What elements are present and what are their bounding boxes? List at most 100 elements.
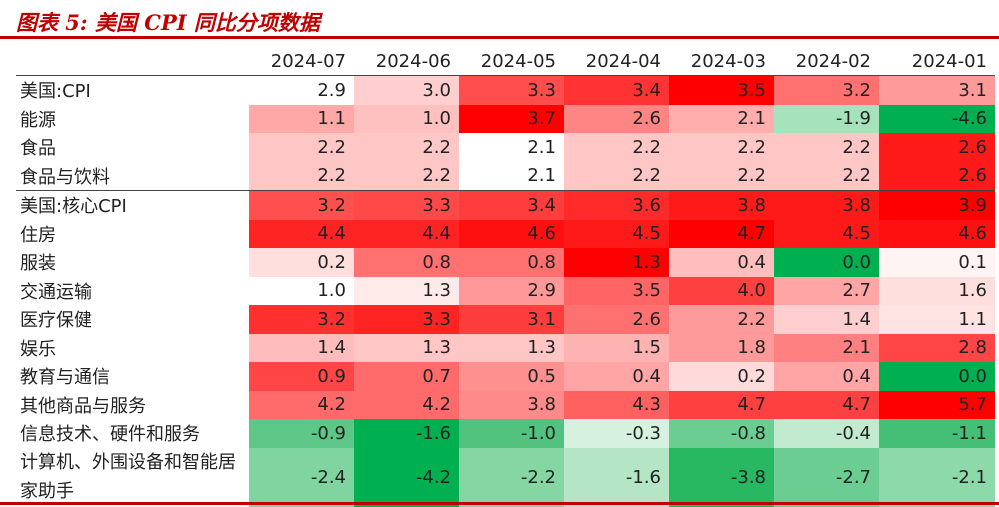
value-cell: -1.0 [459, 419, 564, 448]
value-cell: 2.2 [354, 133, 459, 162]
value-cell: 2.2 [249, 161, 354, 191]
value-cell: 4.5 [774, 219, 879, 248]
value-cell: 2.2 [669, 161, 774, 191]
value-cell: 2.8 [879, 333, 995, 362]
cpi-table: 2024-07 2024-06 2024-05 2024-04 2024-03 … [16, 47, 995, 507]
header-row: 2024-07 2024-06 2024-05 2024-04 2024-03 … [16, 47, 995, 76]
row-label: 医疗保健 [20, 310, 92, 332]
table-row: 食品 2.2 2.2 2.1 2.2 2.2 2.2 2.6 [16, 133, 995, 162]
value-cell: 4.4 [354, 219, 459, 248]
row-label: 食品与饮料 [16, 161, 249, 191]
column-header: 2024-01 [879, 47, 995, 76]
value-cell: 0.4 [774, 362, 879, 391]
value-cell: 3.2 [249, 190, 354, 220]
value-cell: -0.3 [564, 419, 669, 448]
row-label: 教育与通信 [20, 367, 110, 389]
value-cell: 2.9 [459, 276, 564, 305]
row-label: 计算机、外围设备和智能居家助手 [20, 452, 236, 502]
value-cell: 0.8 [354, 248, 459, 277]
value-cell: 1.0 [249, 276, 354, 305]
value-cell: 0.2 [669, 362, 774, 391]
row-label: 信息技术、硬件和服务 [20, 424, 200, 446]
value-cell: 2.2 [249, 133, 354, 162]
value-cell: 2.6 [564, 104, 669, 133]
value-cell: 1.4 [774, 305, 879, 334]
value-cell: 4.6 [879, 219, 995, 248]
title-bar: 图表 5: 美国 CPI 同比分项数据 [0, 0, 999, 36]
column-header: 2024-06 [354, 47, 459, 76]
value-cell: 4.6 [459, 219, 564, 248]
value-cell: 3.7 [459, 104, 564, 133]
table-row: 计算机、外围设备和智能居家助手 -2.4 -4.2 -2.2 -1.6 -3.8 -2.7-… [16, 447, 995, 507]
value-cell: 2.6 [879, 161, 995, 191]
value-cell: 2.9 [249, 75, 354, 105]
value-cell: 0.0 [879, 362, 995, 391]
value-cell: 4.3 [564, 390, 669, 419]
row-label: 食品 [20, 138, 56, 160]
value-cell: 1.4 [249, 333, 354, 362]
value-cell: 4.5 [564, 219, 669, 248]
value-cell: -4.2 [354, 447, 459, 507]
value-cell: 2.1 [459, 161, 564, 191]
value-cell: 4.2 [354, 390, 459, 419]
table-row: 交通运输 1.0 1.3 2.9 3.5 4.0 2.7 1.6 [16, 276, 995, 305]
table-row: 美国:CPI 2.9 3.0 3.3 3.4 3.5 3.2 3.1 [16, 75, 995, 105]
value-cell: 0.7 [354, 362, 459, 391]
value-cell: 4.2 [249, 390, 354, 419]
value-cell: 2.2 [669, 305, 774, 334]
value-cell: 3.1 [459, 305, 564, 334]
value-cell: 3.8 [774, 190, 879, 220]
table-row: 医疗保健 3.2 3.3 3.1 2.6 2.2 1.4 1.1 [16, 305, 995, 334]
value-cell: -0.9 [249, 419, 354, 448]
value-cell: -3.8 [669, 447, 774, 507]
row-label: 交通运输 [20, 281, 92, 303]
value-cell: 0.4 [669, 248, 774, 277]
value-cell: -2.4 [249, 447, 354, 507]
value-cell: 1.1 [249, 104, 354, 133]
value-cell: 3.1 [879, 75, 995, 105]
value-cell: 0.0 [774, 248, 879, 277]
value-cell: 3.0 [354, 75, 459, 105]
value-cell: 2.1 [774, 333, 879, 362]
value-cell: 1.3 [564, 248, 669, 277]
column-header: 2024-02 [774, 47, 879, 76]
value-cell: 2.2 [774, 161, 879, 191]
value-cell: 4.7 [774, 390, 879, 419]
table-row: 服装 0.2 0.8 0.8 1.3 0.4 0.0 0.1 [16, 248, 995, 277]
value-cell: 2.6 [564, 305, 669, 334]
value-cell: 3.8 [459, 390, 564, 419]
value-cell: 1.1 [879, 305, 995, 334]
row-label: 其他商品与服务 [20, 395, 146, 417]
value-cell: -2.2 [459, 447, 564, 507]
row-label: 住房 [20, 224, 56, 246]
table-row: 其他商品与服务 4.2 4.2 3.8 4.3 4.7 4.7 5.7 [16, 390, 995, 419]
value-cell: -1.6 [354, 419, 459, 448]
value-cell: 2.7 [774, 276, 879, 305]
value-cell: 3.6 [564, 190, 669, 220]
value-cell: 3.4 [459, 190, 564, 220]
value-cell: 0.4 [564, 362, 669, 391]
row-label: 能源 [20, 109, 56, 131]
column-header: 2024-04 [564, 47, 669, 76]
header-corner [16, 47, 249, 76]
value-cell: 5.7 [879, 390, 995, 419]
value-cell: 1.0 [354, 104, 459, 133]
column-header: 2024-05 [459, 47, 564, 76]
value-cell: 3.3 [354, 190, 459, 220]
value-cell: 0.1 [879, 248, 995, 277]
row-label: 美国:核心CPI [20, 196, 127, 218]
value-cell: 4.0 [669, 276, 774, 305]
value-cell: -0.4 [774, 419, 879, 448]
value-cell: 3.2 [249, 305, 354, 334]
value-cell: 4.7 [669, 390, 774, 419]
value-cell: -1.1 [879, 419, 995, 448]
value-cell: 4.7 [669, 219, 774, 248]
value-cell: 2.2 [669, 133, 774, 162]
table-row: 食品与饮料 2.2 2.2 2.1 2.2 2.2 2.2 2.6 [16, 161, 995, 191]
title-rule [0, 36, 999, 39]
value-cell: -2.7 [774, 447, 879, 507]
value-cell: 3.3 [354, 305, 459, 334]
table-row: 美国:核心CPI 3.2 3.3 3.4 3.6 3.8 3.8 3.9 [16, 190, 995, 220]
table-body: 美国:CPI 2.9 3.0 3.3 3.4 3.5 3.2 3.1 能源 1.1 1.0 3.7 2.… [16, 75, 995, 507]
row-label: 娱乐 [20, 338, 56, 360]
